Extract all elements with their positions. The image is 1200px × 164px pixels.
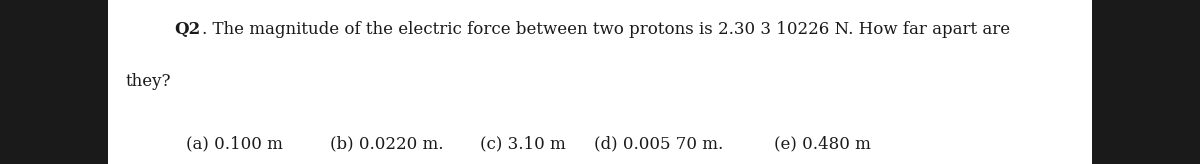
Text: . The magnitude of the electric force between two protons is 2.30 3 10226 N. How: . The magnitude of the electric force be…: [202, 21, 1009, 38]
Text: (d) 0.005 70 m.: (d) 0.005 70 m.: [594, 136, 724, 153]
Text: (b) 0.0220 m.: (b) 0.0220 m.: [330, 136, 444, 153]
Text: they?: they?: [126, 73, 172, 91]
FancyBboxPatch shape: [108, 0, 1092, 164]
Text: Q2: Q2: [174, 21, 200, 38]
Text: (a) 0.100 m: (a) 0.100 m: [186, 136, 283, 153]
Text: (e) 0.480 m: (e) 0.480 m: [774, 136, 871, 153]
Text: (c) 3.10 m: (c) 3.10 m: [480, 136, 565, 153]
